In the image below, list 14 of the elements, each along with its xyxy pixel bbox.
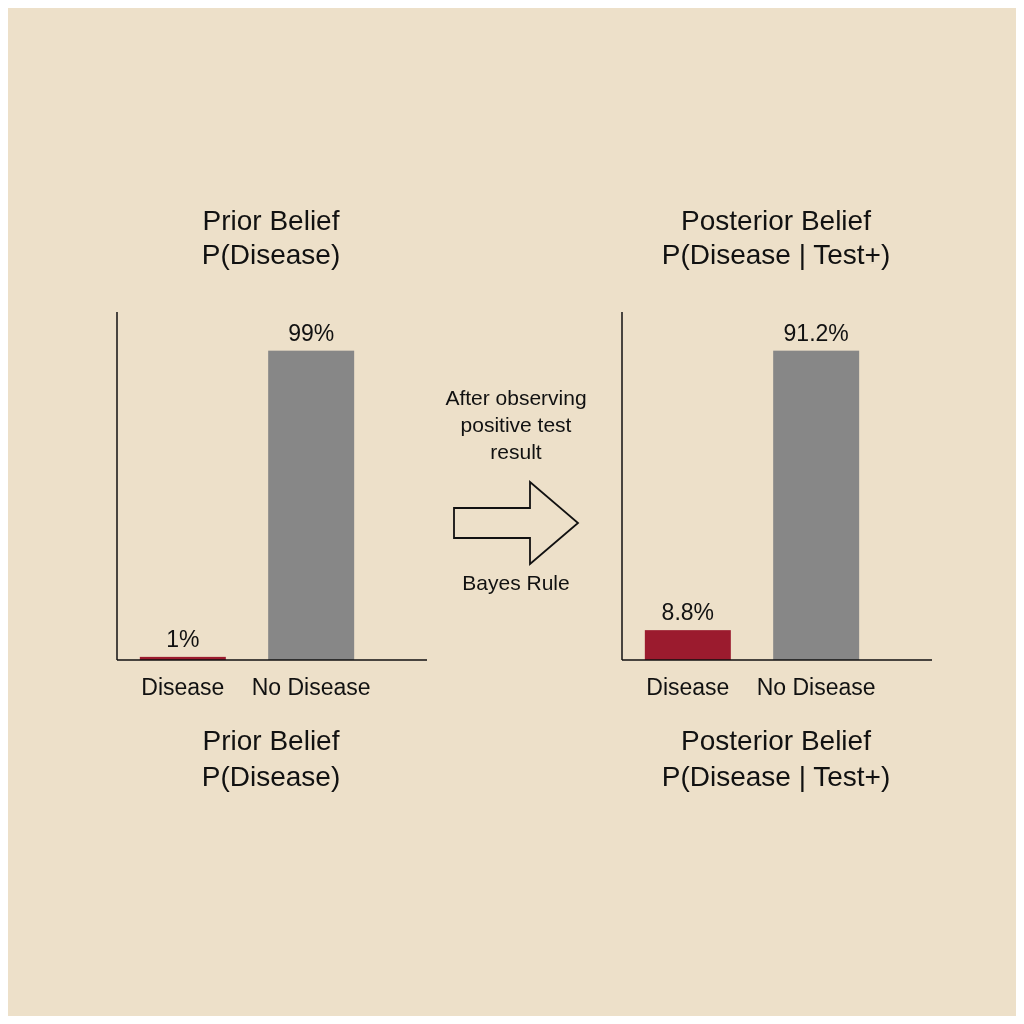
data-label: 99% (288, 319, 335, 346)
data-label: 91.2% (783, 319, 849, 346)
text: Bayes Rule (462, 571, 570, 594)
chart-title: Posterior Belief P(Disease | Test+) (661, 205, 891, 270)
data-label: 1% (166, 625, 200, 652)
chart-title: Prior Belief P(Disease) (201, 205, 341, 270)
data-label: 8.8% (661, 599, 715, 626)
text: After observing positive test result (445, 386, 587, 463)
x-axis-title: Prior Belief P(Disease) (201, 725, 341, 792)
x-tick-label: Disease (646, 674, 730, 700)
x-tick-label: No Disease (251, 674, 371, 700)
x-tick-label: No Disease (756, 674, 876, 700)
x-tick-label: Disease (141, 674, 225, 700)
x-axis-title: Posterior Belief P(Disease | Test+) (661, 725, 891, 792)
